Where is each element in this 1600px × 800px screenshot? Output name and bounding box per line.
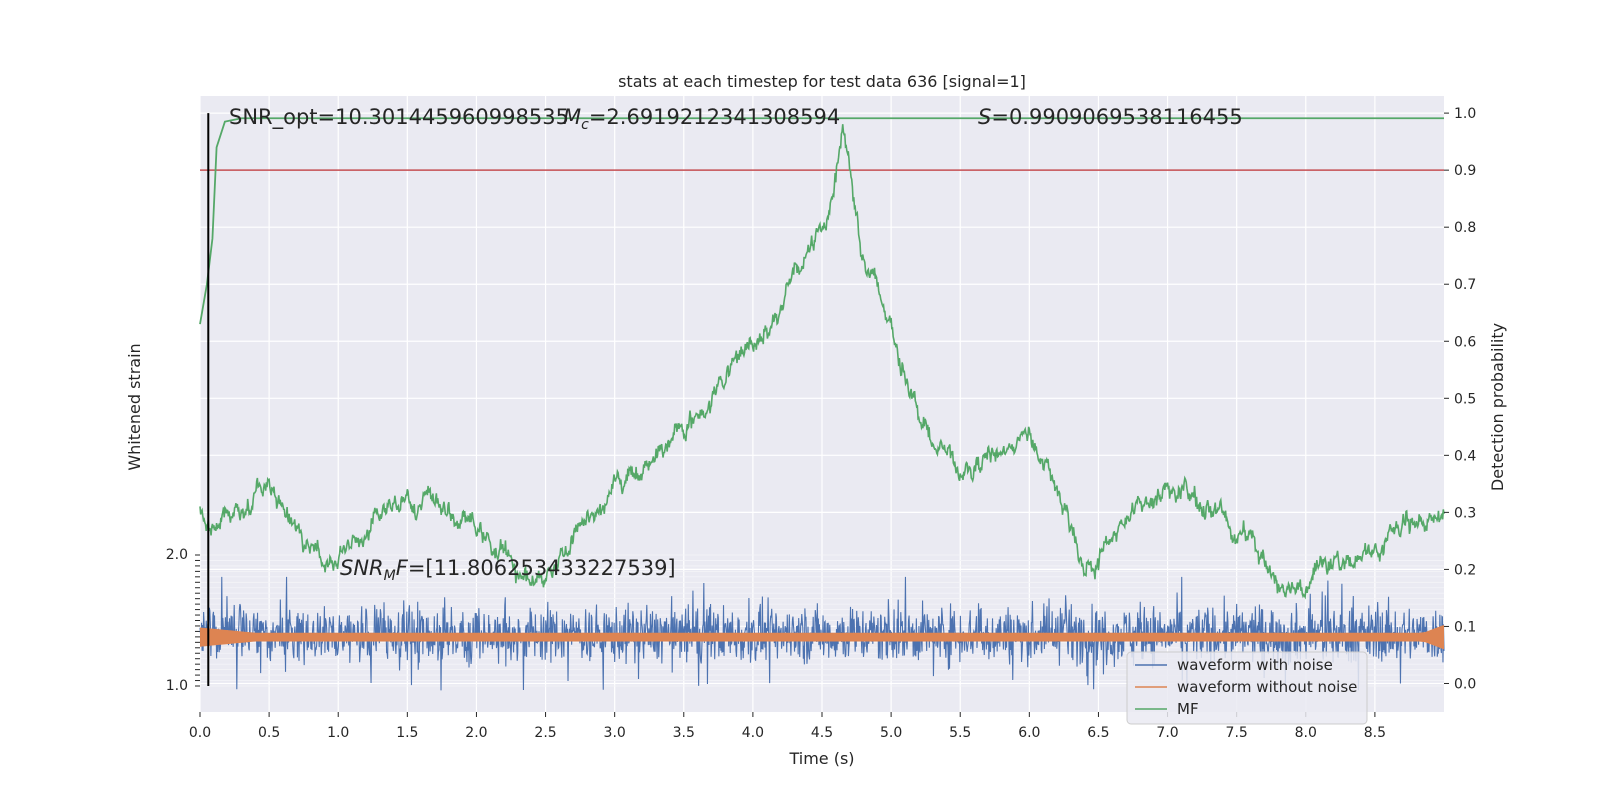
x-tick-label: 2.5 bbox=[534, 725, 556, 741]
x-tick-label: 0.0 bbox=[189, 725, 211, 741]
waveform-panel bbox=[199, 576, 1445, 691]
x-axis-ticks: 0.0 0.5 1.0 1.5 2.0 2.5 3.0 3.5 4.0 4.5 5.0 5.5 6.0 6… bbox=[189, 712, 1386, 741]
left-tick-label-bottom: 1.0 bbox=[166, 678, 188, 694]
legend-label-clean: waveform without noise bbox=[1177, 678, 1357, 696]
legend: waveform with noise waveform without noi… bbox=[1126, 651, 1368, 725]
left-axis-label: Whitened strain bbox=[125, 343, 144, 470]
x-tick-label: 6.5 bbox=[1087, 725, 1109, 741]
right-tick-label: 0.2 bbox=[1454, 562, 1476, 578]
x-tick-label: 7.0 bbox=[1156, 725, 1178, 741]
legend-label-mf: MF bbox=[1177, 700, 1199, 718]
right-tick-label: 0.3 bbox=[1454, 505, 1476, 521]
annotation-s: S=0.9909069538116455 bbox=[978, 105, 1243, 129]
x-tick-label: 5.5 bbox=[949, 725, 971, 741]
x-axis-label: Time (s) bbox=[788, 749, 854, 768]
x-tick-label: 7.5 bbox=[1226, 725, 1248, 741]
x-tick-label: 3.5 bbox=[673, 725, 695, 741]
x-tick-label: 1.5 bbox=[396, 725, 418, 741]
x-tick-label: 6.0 bbox=[1018, 725, 1040, 741]
x-tick-label: 8.5 bbox=[1364, 725, 1386, 741]
x-tick-label: 3.0 bbox=[604, 725, 626, 741]
x-tick-label: 2.0 bbox=[465, 725, 487, 741]
series-waveform-without-noise bbox=[200, 624, 1444, 650]
right-tick-label: 0.7 bbox=[1454, 277, 1476, 293]
annotation-snr-opt: SNR_opt=10.301445960998535 bbox=[229, 105, 569, 130]
right-tick-label: 0.6 bbox=[1454, 334, 1476, 350]
chart-title: stats at each timestep for test data 636… bbox=[618, 72, 1026, 91]
x-tick-label: 0.5 bbox=[258, 725, 280, 741]
right-tick-label: 0.8 bbox=[1454, 220, 1476, 236]
right-tick-label: 0.9 bbox=[1454, 163, 1476, 179]
right-tick-label: 0.5 bbox=[1454, 391, 1476, 407]
legend-box bbox=[1126, 651, 1368, 725]
right-tick-label: 0.1 bbox=[1454, 619, 1476, 635]
x-tick-label: 4.0 bbox=[742, 725, 764, 741]
x-tick-label: 5.0 bbox=[880, 725, 902, 741]
annotation-chirp-mass: Mc=2.6919212341308594 bbox=[563, 105, 840, 133]
x-tick-label: 8.0 bbox=[1295, 725, 1317, 741]
right-tick-label: 0.4 bbox=[1454, 448, 1476, 464]
x-tick-label: 4.5 bbox=[811, 725, 833, 741]
x-tick-label: 1.0 bbox=[327, 725, 349, 741]
right-axis-label: Detection probability bbox=[1488, 323, 1507, 491]
annotation-snr-mf: SNRMF=[11.806253433227539] bbox=[340, 556, 676, 584]
right-tick-label: 0.0 bbox=[1454, 676, 1476, 692]
series-detection-probability bbox=[199, 117, 1444, 325]
right-axis-ticks: 0.0 0.1 0.2 0.3 0.4 0.5 0.6 0.7 0.8 0.9 1.0 bbox=[1444, 106, 1476, 692]
series-mf bbox=[199, 124, 1445, 600]
legend-label-noise: waveform with noise bbox=[1177, 656, 1333, 674]
right-tick-label: 1.0 bbox=[1454, 106, 1476, 122]
left-tick-label-top: 2.0 bbox=[166, 547, 188, 563]
